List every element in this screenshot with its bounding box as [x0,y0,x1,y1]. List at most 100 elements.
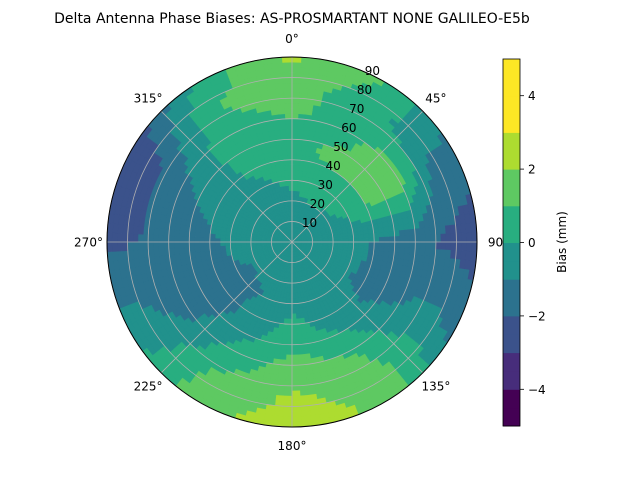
bias-cell [209,245,216,251]
bias-cell [279,123,287,130]
bias-cell [286,144,293,150]
bias-cell [280,338,288,345]
bias-cell [287,154,293,161]
bias-cell [425,241,432,250]
bias-cell [388,246,395,254]
bias-cell [281,333,288,340]
bias-cell [291,323,297,330]
bias-cell [404,247,411,255]
bias-cell [394,236,401,243]
bias-cell [285,354,293,361]
bias-cell [277,103,286,110]
bias-cell [280,133,287,141]
bias-cell [291,169,297,176]
bias-cell [291,421,302,427]
bias-cell [286,328,293,335]
bias-cell [298,103,307,110]
bias-cell [297,128,305,135]
bias-cell [399,229,406,237]
theta-tick-label: 270° [74,236,103,250]
bias-cell [158,227,165,236]
bias-cell [158,241,165,250]
bias-cell [291,344,298,351]
bias-cell [280,343,287,351]
bias-cell [287,313,293,320]
bias-cell [287,159,293,166]
bias-cell [142,241,149,251]
bias-cell [204,241,211,247]
bias-cell [277,149,284,157]
bias-cell [439,225,447,235]
bias-cell [163,234,170,243]
bias-cell [152,241,159,250]
bias-cell [297,123,305,130]
bias-cell [358,241,365,247]
bias-cell [194,241,200,248]
bias-cell [419,241,426,250]
bias-cell [291,385,301,392]
bias-cell [281,149,288,156]
bias-cell [209,237,216,243]
radial-tick-label: 40 [326,159,341,173]
bias-cell [291,164,297,171]
bias-cell [363,237,370,243]
bias-cell [132,225,140,235]
bias-cell [168,247,175,256]
bias-cell [296,144,303,151]
bias-cell [178,235,185,243]
bias-cell [277,108,286,115]
bias-cell [275,82,285,90]
bias-cell [455,241,462,252]
bias-cell [282,61,293,68]
bias-cell [297,133,304,141]
bias-cell [444,225,452,235]
bias-cell [132,233,139,243]
radial-tick-label: 30 [318,178,333,192]
bias-cell [291,405,302,412]
radial-tick-label: 80 [357,83,372,97]
colorbar-segment [503,169,520,188]
bias-cell [291,375,300,382]
colorbar-segment [503,407,520,427]
bias-cell [288,180,293,186]
bias-cell [287,323,293,330]
bias-cell [291,318,297,325]
bias-cell [189,246,196,254]
bias-cell [299,87,309,95]
bias-cell [194,236,200,243]
bias-cell [163,241,170,250]
bias-cell [435,233,442,243]
bias-cell [389,236,396,243]
bias-cell [158,248,165,257]
bias-cell [298,113,306,120]
bias-cell [240,241,247,246]
bias-cell [291,159,297,166]
bias-cell [384,236,390,243]
bias-cell [285,118,293,125]
theta-tick-label: 315° [134,92,163,106]
bias-cell [204,245,211,252]
bias-cell [282,66,293,73]
bias-cell [419,234,426,243]
bias-cell [279,354,287,361]
bias-cell [283,92,293,99]
bias-cell [291,108,300,115]
bias-cell [291,113,300,120]
bias-cell [363,233,370,239]
bias-cell [291,149,298,156]
bias-cell [291,349,299,356]
bias-cell [199,236,206,243]
bias-cell [414,234,421,243]
bias-cell [291,92,301,99]
bias-cell [280,139,288,146]
bias-cell [409,247,416,256]
radial-tick-label: 10 [302,216,317,230]
colorbar-segment [503,297,520,317]
bias-cell [291,400,301,407]
bias-cell [178,229,185,237]
bias-cell [284,102,293,109]
bias-cell [393,230,401,237]
bias-cell [282,72,293,79]
bias-cell [298,369,307,376]
bias-cell [430,241,437,250]
